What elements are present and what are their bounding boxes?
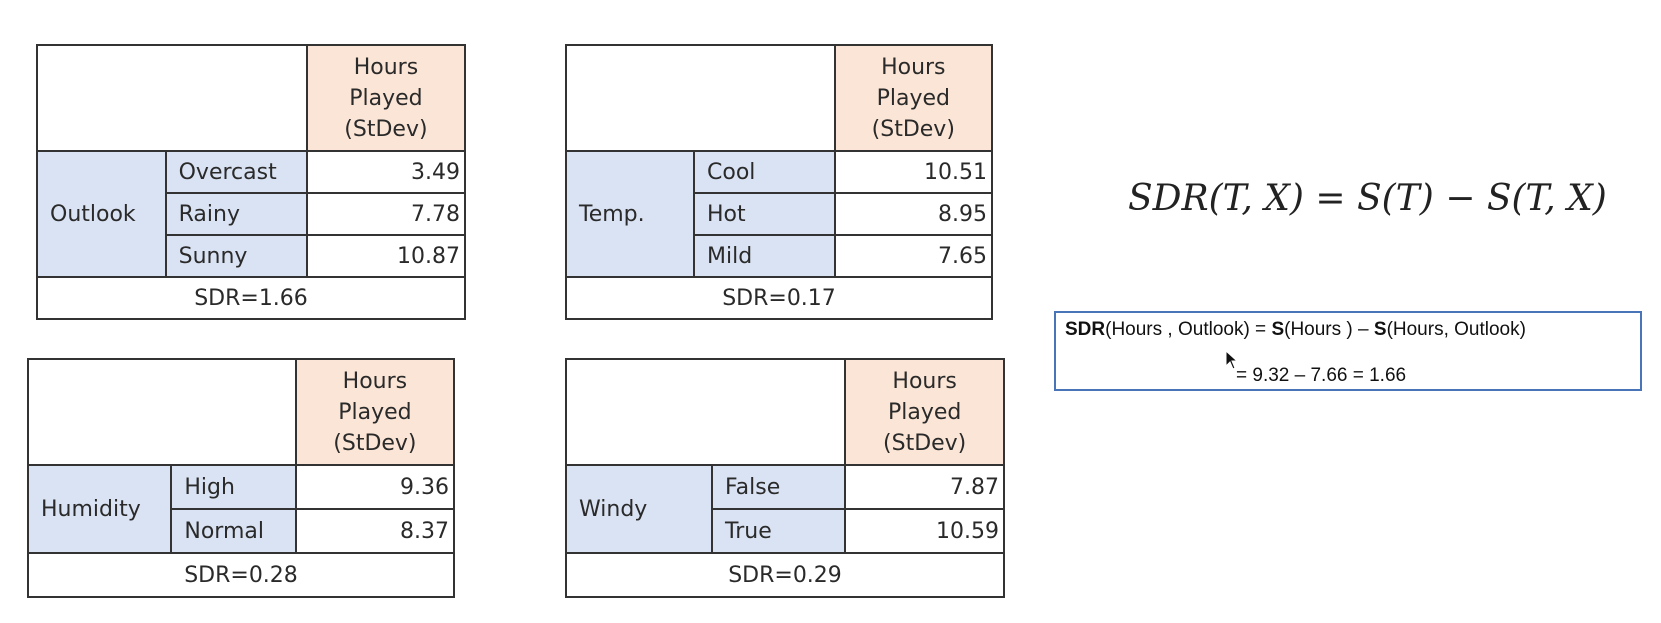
value-cell: Rainy bbox=[164, 192, 308, 236]
blank-corner-cell bbox=[565, 44, 836, 152]
header-line: (StDev) bbox=[871, 116, 955, 142]
calc-line-2: = 9.32 – 7.66 = 1.66 bbox=[1236, 365, 1407, 386]
blank-corner-cell bbox=[564, 358, 847, 466]
value-cell: Hot bbox=[693, 192, 836, 236]
header-line: (StDev) bbox=[344, 116, 428, 142]
s-bold-label: S bbox=[1373, 319, 1387, 340]
header-line: (StDev) bbox=[883, 430, 967, 456]
stdev-cell: 10.51 bbox=[833, 150, 994, 194]
sdr-result-cell: SDR=1.66 bbox=[36, 276, 466, 320]
value-cell: High bbox=[170, 464, 297, 510]
s-bold-label: S bbox=[1271, 319, 1285, 340]
attribute-cell: Windy bbox=[565, 464, 713, 554]
windy-table: Hours Played (StDev) Windy False 7.87 Tr… bbox=[564, 358, 1005, 598]
header-line: Played bbox=[876, 85, 950, 111]
s-args: (Hours ) – bbox=[1284, 319, 1374, 340]
stdev-cell: 7.87 bbox=[844, 464, 1005, 510]
stdev-cell: 7.78 bbox=[305, 192, 467, 236]
sdr-calculation-box: SDR(Hours , Outlook) = S(Hours ) – S(Hou… bbox=[1054, 311, 1642, 391]
header-line: Played bbox=[338, 399, 412, 425]
stdev-cell: 3.49 bbox=[305, 150, 467, 194]
blank-corner-cell bbox=[27, 358, 297, 466]
value-cell: Cool bbox=[693, 150, 836, 194]
sdr-args: (Hours , Outlook) = bbox=[1105, 319, 1272, 340]
value-cell: Normal bbox=[170, 508, 297, 554]
value-cell: False bbox=[710, 464, 847, 510]
calc-line-1: SDR(Hours , Outlook) = S(Hours ) – S(Hou… bbox=[1065, 319, 1526, 341]
hours-played-header: Hours Played (StDev) bbox=[833, 44, 994, 152]
header-line: Hours bbox=[881, 54, 946, 80]
hours-played-header: Hours Played (StDev) bbox=[844, 358, 1005, 466]
sdr-result-cell: SDR=0.29 bbox=[565, 552, 1005, 598]
stdev-cell: 9.36 bbox=[294, 464, 456, 510]
mouse-cursor-icon bbox=[1225, 350, 1239, 370]
header-line: Played bbox=[887, 399, 962, 425]
hours-played-header: Hours Played (StDev) bbox=[305, 44, 467, 152]
stdev-cell: 8.95 bbox=[833, 192, 994, 236]
header-line: Hours bbox=[353, 54, 419, 80]
header-line: Hours bbox=[892, 368, 957, 394]
humidity-table: Hours Played (StDev) Humidity High 9.36 … bbox=[26, 358, 456, 598]
value-cell: True bbox=[710, 508, 847, 554]
sdr-result-cell: SDR=0.17 bbox=[565, 276, 993, 320]
blank-corner-cell bbox=[36, 44, 308, 152]
outlook-table: Hours Played (StDev) Outlook Overcast 3.… bbox=[36, 44, 467, 320]
value-cell: Overcast bbox=[164, 150, 308, 194]
sdr-formula: SDR(T, X) = S(T) − S(T, X) bbox=[1128, 178, 1607, 219]
value-cell: Mild bbox=[693, 234, 836, 278]
stdev-cell: 7.65 bbox=[833, 234, 994, 278]
header-line: Hours bbox=[342, 368, 408, 394]
stdev-cell: 8.37 bbox=[294, 508, 456, 554]
hours-played-header: Hours Played (StDev) bbox=[294, 358, 456, 466]
header-line: Played bbox=[349, 85, 423, 111]
temp-table: Hours Played (StDev) Temp. Cool 10.51 Ho… bbox=[565, 44, 994, 320]
stdev-cell: 10.87 bbox=[305, 234, 467, 278]
value-cell: Sunny bbox=[164, 234, 308, 278]
stdev-cell: 10.59 bbox=[844, 508, 1005, 554]
header-line: (StDev) bbox=[333, 430, 417, 456]
attribute-cell: Outlook bbox=[36, 150, 167, 278]
sdr-bold-label: SDR bbox=[1065, 319, 1106, 340]
attribute-cell: Temp. bbox=[565, 150, 695, 278]
sdr-result-cell: SDR=0.28 bbox=[27, 552, 455, 598]
attribute-cell: Humidity bbox=[26, 464, 173, 554]
s-args: (Hours, Outlook) bbox=[1386, 319, 1526, 340]
